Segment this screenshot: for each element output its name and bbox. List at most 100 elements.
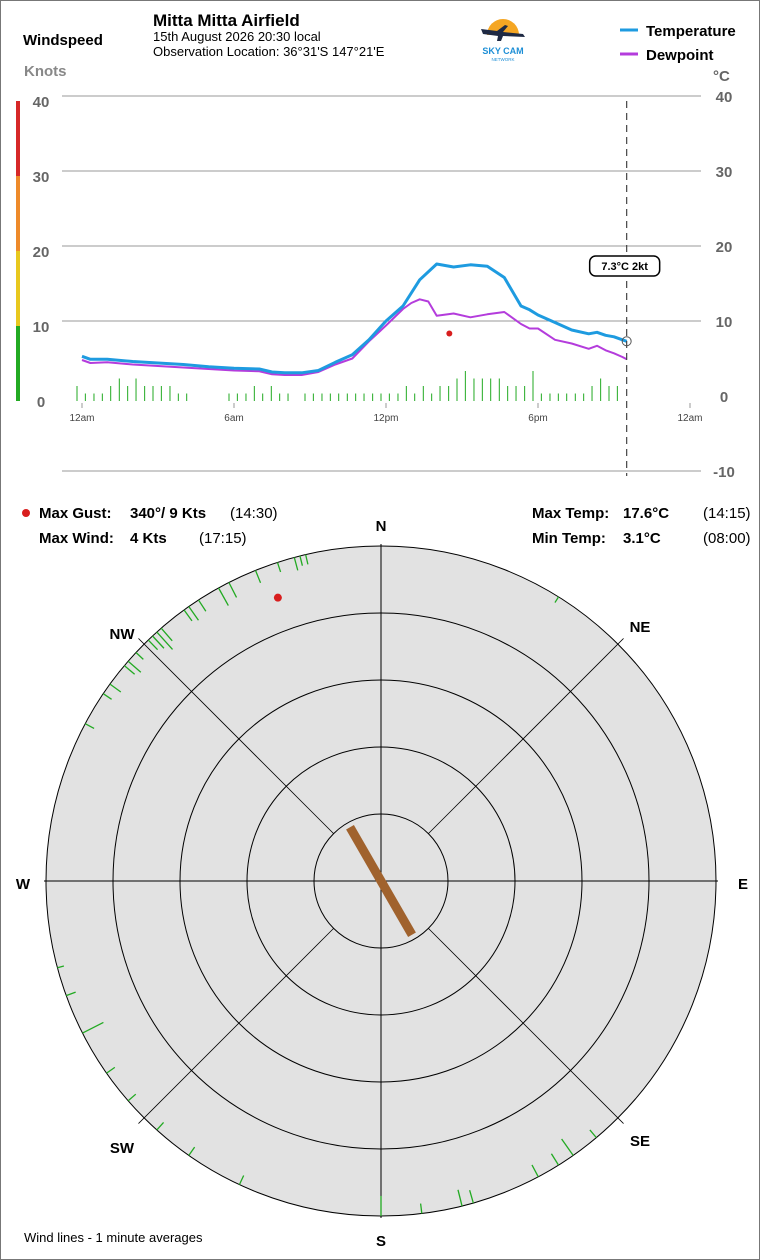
rose-diagonal-45 <box>428 638 624 834</box>
wind-line <box>561 1138 574 1156</box>
max-gust-time: (14:30) <box>230 505 278 522</box>
wind-line <box>82 1021 104 1034</box>
wind-line <box>457 1189 463 1207</box>
wind-line <box>127 1093 137 1102</box>
max-wind-value: 4 Kts <box>130 530 167 547</box>
right-tick-10: 10 <box>716 314 733 331</box>
max-gust-label: Max Gust: <box>39 505 112 522</box>
wind-line <box>589 1129 597 1139</box>
max-wind-time: (17:15) <box>199 530 247 547</box>
wind-line <box>238 1175 245 1185</box>
compass-label-w: W <box>16 876 31 893</box>
wind-line <box>135 652 144 660</box>
compass-label-sw: SW <box>110 1140 135 1157</box>
left-axis-unit-label: Knots <box>24 63 67 80</box>
current-readout-label: 7.3°C 2kt <box>601 261 648 273</box>
wind-line <box>218 587 229 606</box>
max-gust-marker <box>446 330 453 337</box>
legend-temperature-label: Temperature <box>646 23 736 40</box>
right-tick--10: -10 <box>713 464 735 481</box>
max-temp-value: 17.6°C <box>623 505 669 522</box>
wind-line <box>228 582 238 598</box>
wind-scale-band-0 <box>16 326 20 401</box>
wind-line <box>550 1153 560 1166</box>
wind-line <box>147 639 159 651</box>
wind-line <box>531 1164 539 1178</box>
compass-label-ne: NE <box>630 619 651 636</box>
wind-line <box>156 631 174 650</box>
right-tick-40: 40 <box>716 89 733 106</box>
windspeed-label: Windspeed <box>23 32 103 49</box>
wind-line <box>156 1122 165 1131</box>
current-readout-box <box>588 255 661 277</box>
right-tick-20: 20 <box>716 239 733 256</box>
wind-line <box>183 609 193 622</box>
left-tick-40: 40 <box>33 94 50 111</box>
wind-line <box>293 557 299 571</box>
wind-line <box>254 570 262 584</box>
right-axis-unit-label: °C <box>713 68 730 85</box>
max-wind-label: Max Wind: <box>39 530 114 547</box>
wind-line <box>106 1066 116 1074</box>
dewpoint-line <box>81 298 628 376</box>
compass-label-n: N <box>376 518 387 535</box>
min-temp-time: (08:00) <box>703 530 751 547</box>
x-tick-label-2: 12pm <box>373 413 398 424</box>
observation-location: Observation Location: 36°31'S 147°21'E <box>153 44 385 59</box>
x-tick-label-0: 12am <box>69 413 94 424</box>
current-wind-indicator <box>346 825 416 937</box>
wind-line <box>554 596 560 603</box>
wind-line <box>84 723 95 730</box>
min-temp-label: Min Temp: <box>532 530 606 547</box>
wind-scale-band-3 <box>16 101 20 176</box>
right-tick-0: 0 <box>720 389 728 406</box>
legend-dewpoint-label: Dewpoint <box>646 47 714 64</box>
wind-line <box>152 635 165 649</box>
legend: Temperature Dewpoint <box>620 23 736 64</box>
skycam-logo: SKY CAM NETWORK <box>481 19 525 62</box>
wind-scale-band-2 <box>16 176 20 251</box>
rose-diagonal-135 <box>428 928 624 1124</box>
observation-datetime: 15th August 2026 20:30 local <box>153 29 321 44</box>
x-tick-label-1: 6am <box>224 413 243 424</box>
wind-line <box>188 1146 196 1156</box>
compass-label-nw: NW <box>110 626 136 643</box>
wind-line <box>188 606 199 621</box>
station-name: Mitta Mitta Airfield <box>153 11 300 30</box>
left-tick-0: 0 <box>37 394 45 411</box>
max-gust-value: 340°/ 9 Kts <box>130 505 206 522</box>
left-tick-10: 10 <box>33 319 50 336</box>
wind-scale-band-1 <box>16 251 20 326</box>
right-tick-30: 30 <box>716 164 733 181</box>
wind-line <box>102 693 112 700</box>
logo-text: SKY CAM <box>482 46 523 56</box>
wind-line <box>109 683 122 693</box>
wind-line <box>65 991 76 997</box>
wind-line <box>198 599 207 612</box>
compass-label-se: SE <box>630 1133 650 1150</box>
max-temp-time: (14:15) <box>703 505 751 522</box>
wind-line <box>127 660 142 673</box>
wind-line <box>123 665 136 675</box>
x-tick-label-3: 6pm <box>528 413 547 424</box>
rose-diagonal-315 <box>138 638 334 834</box>
compass-label-s: S <box>376 1233 386 1250</box>
left-tick-20: 20 <box>33 244 50 261</box>
wind-line <box>299 555 304 566</box>
gust-legend-marker <box>22 509 30 517</box>
wind-line <box>276 562 282 573</box>
rose-gust-marker <box>273 593 282 602</box>
logo-subtext: NETWORK <box>492 57 515 62</box>
compass-label-e: E <box>738 876 748 893</box>
left-tick-30: 30 <box>33 169 50 186</box>
rose-diagonal-225 <box>138 928 334 1124</box>
wind-line <box>305 554 309 565</box>
wind-lines-note: Wind lines - 1 minute averages <box>24 1230 203 1245</box>
max-temp-label: Max Temp: <box>532 505 609 522</box>
wind-line <box>160 627 173 642</box>
wind-line <box>57 965 65 969</box>
wind-line <box>419 1203 423 1214</box>
temperature-line <box>81 262 628 375</box>
